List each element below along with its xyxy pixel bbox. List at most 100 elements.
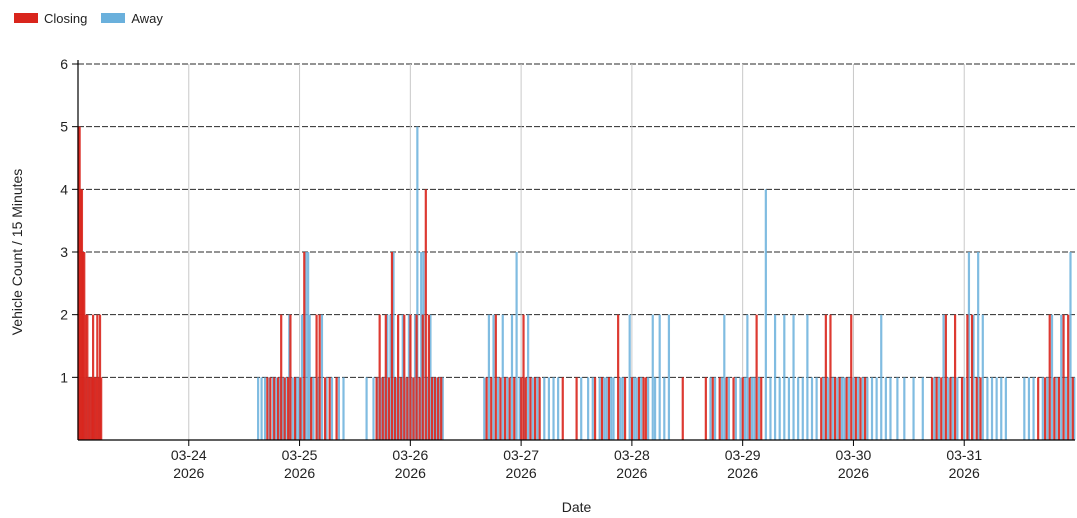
bar-closing bbox=[415, 314, 418, 440]
bar-closing bbox=[1037, 377, 1040, 440]
bar-closing bbox=[593, 377, 597, 440]
bar-away bbox=[603, 377, 606, 440]
bar-closing bbox=[966, 314, 969, 440]
bar-away bbox=[810, 377, 814, 440]
bar-away bbox=[963, 377, 966, 440]
bar-closing bbox=[266, 377, 269, 440]
bar-closing bbox=[949, 377, 952, 440]
bar-closing bbox=[561, 377, 564, 440]
axis-layer: 1 2 3 4 5 6 03-24 2026 03-25 2026 03-26 2026 03-27 20… bbox=[60, 56, 1075, 481]
bar-away bbox=[413, 314, 417, 440]
legend-item-away[interactable]: Away bbox=[101, 11, 163, 26]
bar-away bbox=[295, 377, 298, 440]
x-tick-label-date: 03-28 bbox=[614, 447, 650, 463]
bar-away bbox=[896, 377, 899, 440]
bar-closing bbox=[303, 252, 306, 440]
bar-closing bbox=[607, 377, 611, 440]
bar-away bbox=[605, 377, 608, 440]
bar-away bbox=[947, 377, 950, 440]
bar-closing bbox=[97, 377, 100, 440]
bar-away bbox=[304, 252, 307, 440]
bar-away bbox=[272, 377, 275, 440]
bar-closing bbox=[617, 314, 620, 440]
bar-away bbox=[972, 314, 975, 440]
bar-closing bbox=[854, 377, 857, 440]
bar-closing bbox=[1057, 377, 1061, 440]
bar-closing bbox=[390, 252, 394, 440]
bar-away bbox=[986, 377, 989, 440]
bar-closing bbox=[1048, 314, 1051, 440]
bar-closing bbox=[850, 314, 853, 440]
bar-closing bbox=[89, 377, 92, 440]
bar-closing bbox=[93, 377, 96, 440]
bar-closing bbox=[397, 314, 400, 440]
bar-away bbox=[487, 314, 491, 440]
bar-closing bbox=[289, 314, 292, 440]
bar-closing bbox=[623, 377, 627, 440]
bar-closing bbox=[287, 377, 290, 440]
bar-closing bbox=[930, 377, 934, 440]
bar-away bbox=[912, 377, 915, 440]
bar-away bbox=[831, 377, 834, 440]
y-tick-label: 1 bbox=[60, 369, 68, 385]
bar-away bbox=[518, 377, 521, 440]
bar-away bbox=[836, 377, 839, 440]
legend-item-closing[interactable]: Closing bbox=[14, 11, 87, 26]
bar-closing bbox=[975, 377, 978, 440]
bar-away bbox=[288, 314, 291, 440]
bar-away bbox=[753, 377, 756, 440]
bar-closing bbox=[393, 377, 397, 440]
bar-away bbox=[401, 314, 404, 440]
bar-closing bbox=[863, 377, 867, 440]
bar-closing bbox=[524, 377, 527, 440]
bar-away bbox=[320, 314, 324, 440]
bar-away bbox=[1069, 252, 1072, 440]
bar-closing bbox=[944, 314, 947, 440]
bar-away bbox=[967, 252, 971, 440]
y-tick-label: 3 bbox=[60, 244, 68, 260]
bar-away bbox=[739, 377, 742, 440]
bar-away bbox=[1032, 377, 1035, 440]
bar-away bbox=[1060, 314, 1063, 440]
bar-away bbox=[398, 377, 401, 440]
bar-closing bbox=[718, 377, 721, 440]
bar-closing bbox=[400, 377, 403, 440]
y-tick-label: 6 bbox=[60, 56, 68, 72]
bar-away bbox=[312, 377, 315, 440]
bar-away bbox=[365, 377, 368, 440]
x-tick-label-date: 03-31 bbox=[946, 447, 982, 463]
bar-closing bbox=[760, 377, 763, 440]
bar-closing bbox=[1043, 377, 1047, 440]
bar-away bbox=[750, 377, 754, 440]
bar-away bbox=[903, 377, 906, 440]
x-tick-label-year: 2026 bbox=[395, 465, 426, 481]
bar-away bbox=[1073, 377, 1076, 440]
bar-away bbox=[395, 377, 398, 440]
bar-away bbox=[420, 252, 423, 440]
bar-away bbox=[889, 377, 892, 440]
bar-closing bbox=[838, 377, 841, 440]
bar-away bbox=[635, 377, 638, 440]
bar-away bbox=[778, 377, 781, 440]
x-tick-label-year: 2026 bbox=[949, 465, 980, 481]
bar-away bbox=[410, 377, 414, 440]
bar-away bbox=[284, 377, 287, 440]
bar-closing bbox=[681, 377, 684, 440]
bar-closing bbox=[427, 314, 430, 440]
bar-away bbox=[392, 252, 395, 440]
bar-away bbox=[300, 314, 304, 440]
bar-away bbox=[773, 314, 777, 440]
legend-label-away: Away bbox=[131, 10, 163, 26]
bar-away bbox=[727, 377, 731, 440]
bar-closing bbox=[533, 377, 537, 440]
bar-away bbox=[713, 377, 717, 440]
bar-closing bbox=[424, 189, 427, 440]
bar-closing bbox=[318, 314, 321, 440]
bar-closing bbox=[87, 377, 90, 440]
chart-legend: Closing Away bbox=[14, 8, 163, 28]
bar-closing bbox=[283, 377, 286, 440]
bar-away bbox=[337, 377, 340, 440]
bar-closing bbox=[520, 377, 523, 440]
y-tick-label: 5 bbox=[60, 119, 68, 135]
bar-away bbox=[709, 377, 712, 440]
